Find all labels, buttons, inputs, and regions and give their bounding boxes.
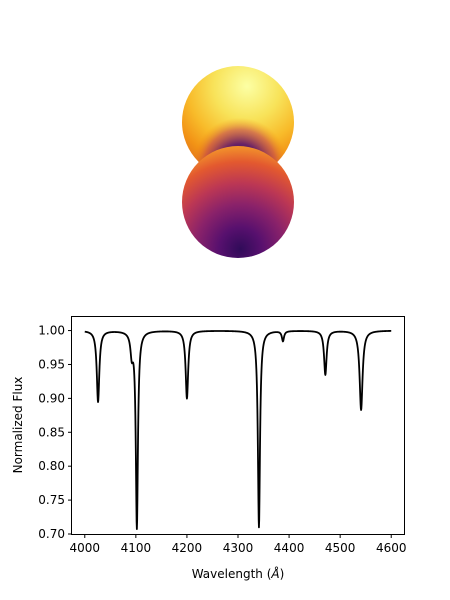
y-tick-label: 0.95 <box>38 357 65 371</box>
binary-star-render <box>182 66 294 258</box>
x-tick-label: 4600 <box>376 541 407 555</box>
x-tick-label: 4500 <box>325 541 356 555</box>
x-axis-label: Wavelength (Å) <box>192 566 285 581</box>
y-tick-label: 0.85 <box>38 425 65 439</box>
spectrum-series-line <box>84 330 392 530</box>
x-tick-label: 4100 <box>121 541 152 555</box>
y-tick-label: 0.75 <box>38 493 65 507</box>
y-tick-label: 1.00 <box>38 324 65 338</box>
spectrum-plot: 4000 4100 4200 4300 4400 4500 4600 0.70 0.75 0.8… <box>11 316 407 581</box>
y-axis-ticks: 0.70 0.75 0.80 0.85 0.90 0.95 1.00 <box>38 324 72 541</box>
x-tick-label: 4200 <box>172 541 203 555</box>
x-tick-label: 4300 <box>223 541 254 555</box>
y-tick-label: 0.80 <box>38 459 65 473</box>
x-tick-label: 4000 <box>69 541 100 555</box>
x-tick-label: 4400 <box>274 541 305 555</box>
x-axis-ticks: 4000 4100 4200 4300 4400 4500 4600 <box>69 534 407 555</box>
primary-star <box>182 66 294 178</box>
secondary-star <box>182 146 294 258</box>
y-tick-label: 0.90 <box>38 391 65 405</box>
plot-frame <box>71 316 405 535</box>
y-axis-label: Normalized Flux <box>11 377 25 474</box>
y-tick-label: 0.70 <box>38 527 65 541</box>
